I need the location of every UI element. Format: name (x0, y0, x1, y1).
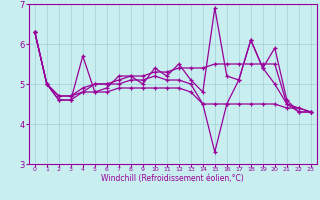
X-axis label: Windchill (Refroidissement éolien,°C): Windchill (Refroidissement éolien,°C) (101, 174, 244, 183)
